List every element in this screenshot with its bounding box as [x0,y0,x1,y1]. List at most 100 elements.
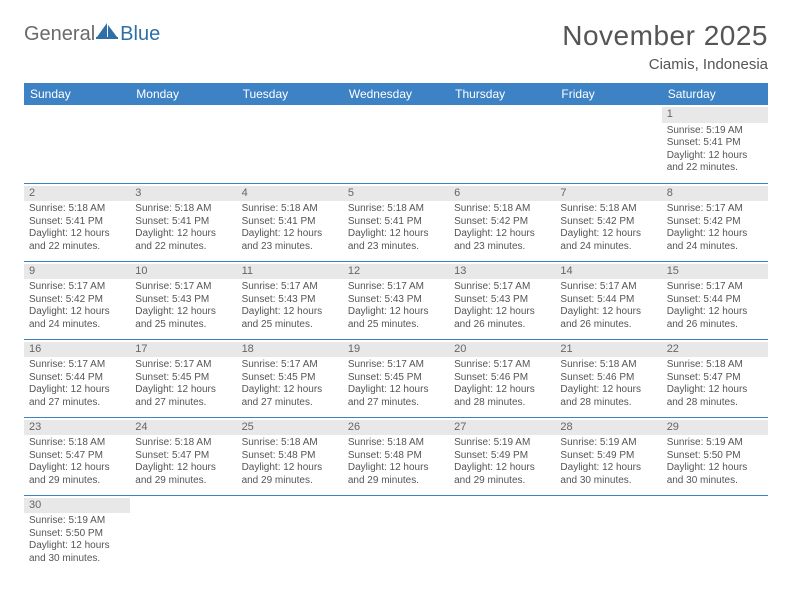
daylight-text: Daylight: 12 hours [242,228,338,241]
calendar-cell: 1Sunrise: 5:19 AMSunset: 5:41 PMDaylight… [662,105,768,183]
calendar-cell: 18Sunrise: 5:17 AMSunset: 5:45 PMDayligh… [237,339,343,417]
day-number: 13 [449,264,555,280]
daylight-text: Daylight: 12 hours [667,462,763,475]
calendar-cell: 30Sunrise: 5:19 AMSunset: 5:50 PMDayligh… [24,495,130,573]
daylight-text: and 24 minutes. [667,241,763,254]
daylight-text: Daylight: 12 hours [242,462,338,475]
sunset-text: Sunset: 5:41 PM [29,216,125,229]
daylight-text: Daylight: 12 hours [135,228,231,241]
day-number: 12 [343,264,449,280]
sunrise-text: Sunrise: 5:18 AM [348,437,444,450]
daylight-text: and 22 minutes. [667,162,763,175]
logo-text-blue: Blue [120,23,160,46]
calendar-cell: 27Sunrise: 5:19 AMSunset: 5:49 PMDayligh… [449,417,555,495]
sunset-text: Sunset: 5:46 PM [454,372,550,385]
daylight-text: and 30 minutes. [667,475,763,488]
sunrise-text: Sunrise: 5:19 AM [560,437,656,450]
weekday-header: Tuesday [237,83,343,105]
day-number: 21 [555,342,661,358]
sunset-text: Sunset: 5:44 PM [29,372,125,385]
day-number: 9 [24,264,130,280]
calendar-cell: 11Sunrise: 5:17 AMSunset: 5:43 PMDayligh… [237,261,343,339]
title-block: November 2025 Ciamis, Indonesia [562,20,768,73]
sunrise-text: Sunrise: 5:17 AM [242,359,338,372]
daylight-text: Daylight: 12 hours [242,306,338,319]
calendar-cell: 22Sunrise: 5:18 AMSunset: 5:47 PMDayligh… [662,339,768,417]
sunset-text: Sunset: 5:50 PM [29,528,125,541]
calendar-cell: 3Sunrise: 5:18 AMSunset: 5:41 PMDaylight… [130,183,236,261]
daylight-text: and 25 minutes. [348,319,444,332]
calendar-cell [24,105,130,183]
calendar-cell [555,105,661,183]
sunset-text: Sunset: 5:43 PM [454,294,550,307]
daylight-text: Daylight: 12 hours [29,306,125,319]
daylight-text: and 22 minutes. [29,241,125,254]
sunrise-text: Sunrise: 5:19 AM [667,437,763,450]
daylight-text: and 29 minutes. [348,475,444,488]
calendar-cell: 21Sunrise: 5:18 AMSunset: 5:46 PMDayligh… [555,339,661,417]
calendar-cell [555,495,661,573]
sail-icon [96,22,118,46]
daylight-text: and 26 minutes. [560,319,656,332]
daylight-text: Daylight: 12 hours [667,228,763,241]
calendar-cell: 24Sunrise: 5:18 AMSunset: 5:47 PMDayligh… [130,417,236,495]
sunrise-text: Sunrise: 5:17 AM [454,359,550,372]
sunset-text: Sunset: 5:42 PM [560,216,656,229]
sunrise-text: Sunrise: 5:18 AM [242,437,338,450]
day-number: 2 [24,186,130,202]
day-number: 26 [343,420,449,436]
calendar-cell: 15Sunrise: 5:17 AMSunset: 5:44 PMDayligh… [662,261,768,339]
daylight-text: and 28 minutes. [560,397,656,410]
daylight-text: and 27 minutes. [135,397,231,410]
calendar-row: 16Sunrise: 5:17 AMSunset: 5:44 PMDayligh… [24,339,768,417]
calendar-cell: 10Sunrise: 5:17 AMSunset: 5:43 PMDayligh… [130,261,236,339]
day-number: 17 [130,342,236,358]
daylight-text: and 27 minutes. [29,397,125,410]
calendar-row: 9Sunrise: 5:17 AMSunset: 5:42 PMDaylight… [24,261,768,339]
daylight-text: Daylight: 12 hours [454,384,550,397]
day-number: 15 [662,264,768,280]
daylight-text: Daylight: 12 hours [29,540,125,553]
sunrise-text: Sunrise: 5:18 AM [560,359,656,372]
sunset-text: Sunset: 5:48 PM [348,450,444,463]
daylight-text: and 29 minutes. [135,475,231,488]
daylight-text: Daylight: 12 hours [560,228,656,241]
calendar-cell: 14Sunrise: 5:17 AMSunset: 5:44 PMDayligh… [555,261,661,339]
daylight-text: and 29 minutes. [29,475,125,488]
daylight-text: Daylight: 12 hours [667,150,763,163]
sunset-text: Sunset: 5:41 PM [242,216,338,229]
day-number: 24 [130,420,236,436]
sunset-text: Sunset: 5:44 PM [667,294,763,307]
sunrise-text: Sunrise: 5:17 AM [242,281,338,294]
sunrise-text: Sunrise: 5:18 AM [29,437,125,450]
sunset-text: Sunset: 5:46 PM [560,372,656,385]
calendar-cell [237,495,343,573]
day-number: 20 [449,342,555,358]
calendar-cell: 20Sunrise: 5:17 AMSunset: 5:46 PMDayligh… [449,339,555,417]
sunrise-text: Sunrise: 5:18 AM [667,359,763,372]
calendar-cell: 23Sunrise: 5:18 AMSunset: 5:47 PMDayligh… [24,417,130,495]
calendar-cell [343,495,449,573]
calendar-cell [449,495,555,573]
daylight-text: Daylight: 12 hours [560,462,656,475]
sunset-text: Sunset: 5:50 PM [667,450,763,463]
sunset-text: Sunset: 5:45 PM [242,372,338,385]
logo: General Blue [24,22,160,46]
calendar-cell: 26Sunrise: 5:18 AMSunset: 5:48 PMDayligh… [343,417,449,495]
daylight-text: and 28 minutes. [667,397,763,410]
calendar-cell [343,105,449,183]
calendar-cell: 25Sunrise: 5:18 AMSunset: 5:48 PMDayligh… [237,417,343,495]
sunrise-text: Sunrise: 5:18 AM [135,437,231,450]
sunrise-text: Sunrise: 5:17 AM [348,281,444,294]
calendar-cell: 9Sunrise: 5:17 AMSunset: 5:42 PMDaylight… [24,261,130,339]
sunrise-text: Sunrise: 5:19 AM [667,125,763,138]
calendar-cell: 12Sunrise: 5:17 AMSunset: 5:43 PMDayligh… [343,261,449,339]
sunrise-text: Sunrise: 5:17 AM [29,281,125,294]
day-number: 7 [555,186,661,202]
daylight-text: and 23 minutes. [348,241,444,254]
daylight-text: and 26 minutes. [667,319,763,332]
weekday-header: Wednesday [343,83,449,105]
daylight-text: Daylight: 12 hours [348,306,444,319]
day-number: 25 [237,420,343,436]
sunrise-text: Sunrise: 5:18 AM [454,203,550,216]
